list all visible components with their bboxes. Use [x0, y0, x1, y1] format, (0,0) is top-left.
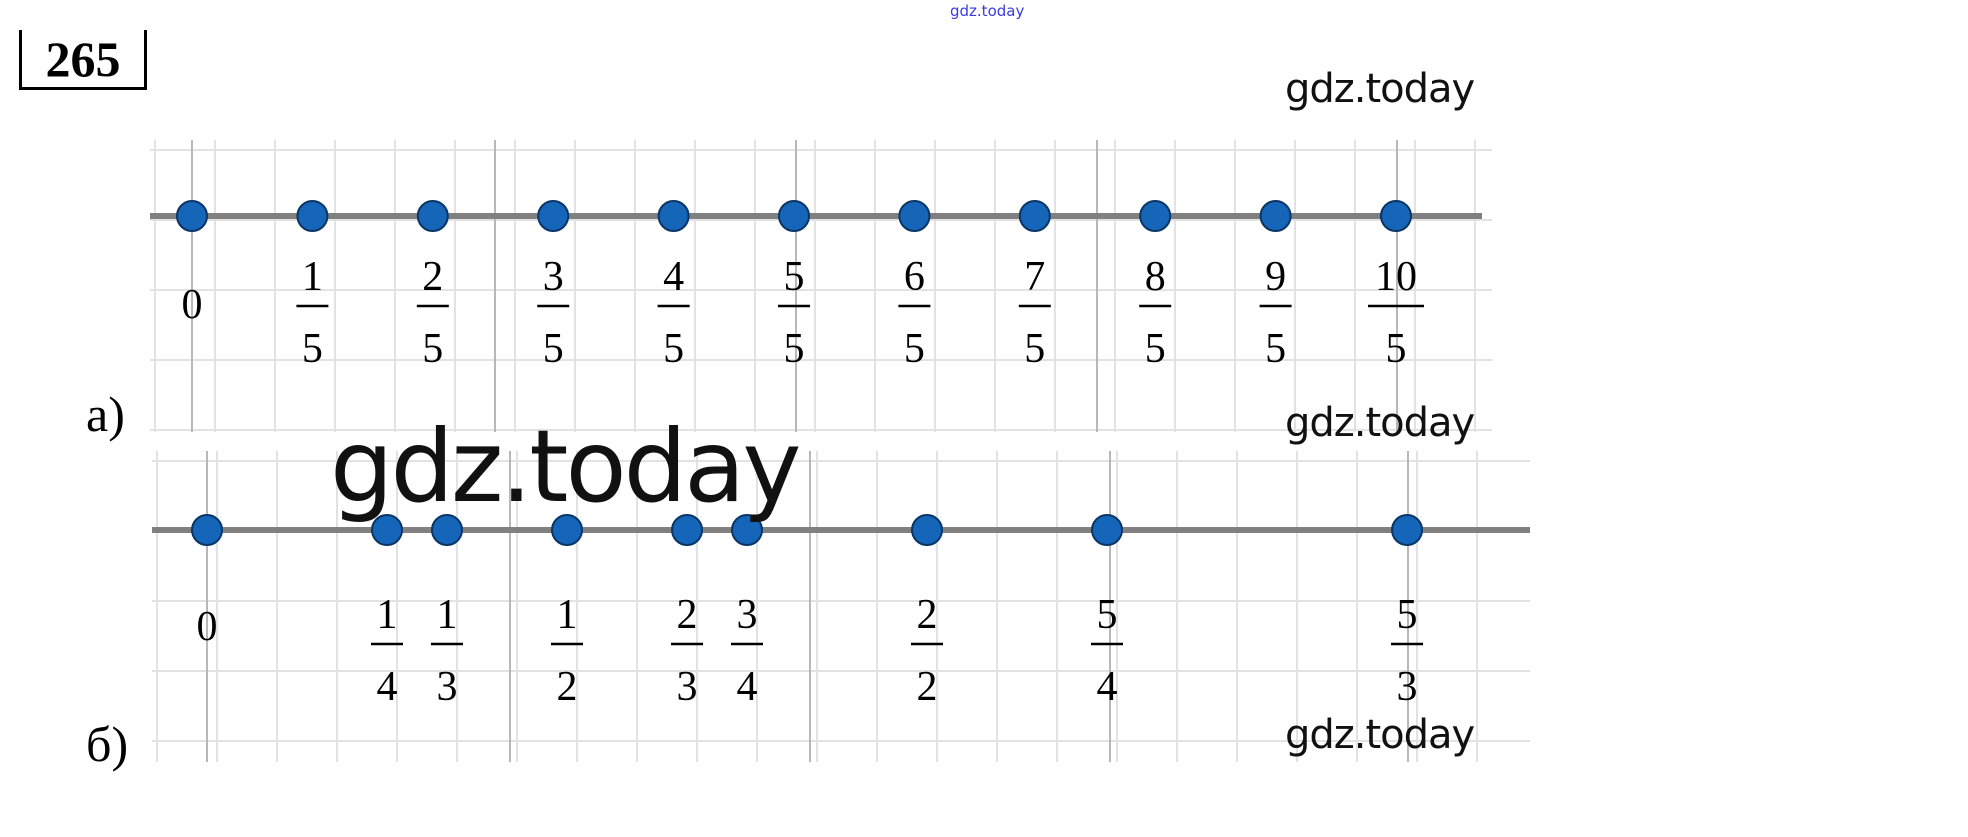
- fraction-numerator: 4: [663, 254, 684, 300]
- part-label-b: б): [86, 716, 129, 772]
- fraction-numerator: 3: [737, 592, 758, 638]
- fraction-denominator: 4: [377, 664, 398, 710]
- fraction-denominator: 5: [1265, 326, 1286, 372]
- fraction-numerator: 1: [436, 592, 457, 638]
- point-label: 0: [182, 282, 203, 328]
- fraction-denominator: 4: [1097, 664, 1118, 710]
- fraction-denominator: 3: [1397, 664, 1418, 710]
- fraction-numerator: 6: [904, 254, 925, 300]
- point: [176, 200, 208, 232]
- point: [416, 200, 449, 232]
- fraction-numerator: 2: [917, 592, 938, 638]
- exercise-number: 265: [19, 30, 147, 90]
- point: [430, 514, 463, 546]
- point: [778, 200, 810, 232]
- top-watermark: gdz.today: [950, 2, 1025, 20]
- point: [1091, 514, 1123, 546]
- point: [537, 200, 570, 232]
- watermark: gdz.today: [1285, 66, 1475, 112]
- fraction-denominator: 5: [1024, 326, 1045, 372]
- point: [657, 200, 690, 232]
- fraction-numerator: 5: [784, 254, 805, 300]
- fraction-numerator: 5: [1097, 592, 1118, 638]
- fraction-denominator: 4: [737, 664, 758, 710]
- point: [1018, 200, 1051, 232]
- fraction-denominator: 3: [436, 664, 457, 710]
- fraction-numerator: 2: [422, 254, 443, 300]
- fraction-numerator: 7: [1024, 254, 1045, 300]
- fraction-denominator: 5: [1145, 326, 1166, 372]
- fraction-numerator: 8: [1145, 254, 1166, 300]
- point: [1259, 200, 1292, 232]
- fraction-numerator: 2: [677, 592, 698, 638]
- fraction-denominator: 5: [663, 326, 684, 372]
- point: [1139, 200, 1172, 232]
- point: [371, 514, 403, 546]
- fraction-numerator: 10: [1375, 254, 1417, 300]
- watermark: gdz.today: [1285, 712, 1475, 758]
- fraction-denominator: 5: [1386, 326, 1407, 372]
- fraction-denominator: 5: [784, 326, 805, 372]
- point: [731, 514, 763, 546]
- point: [551, 514, 583, 546]
- fraction-denominator: 5: [302, 326, 323, 372]
- watermark: gdz.today: [1285, 400, 1475, 446]
- fraction-denominator: 3: [677, 664, 698, 710]
- point: [1391, 514, 1424, 546]
- fraction-numerator: 1: [557, 592, 578, 638]
- point: [911, 514, 943, 546]
- fraction-denominator: 5: [543, 326, 564, 372]
- fraction-numerator: 5: [1397, 592, 1418, 638]
- fraction-numerator: 1: [302, 254, 323, 300]
- part-label-a: а): [86, 386, 125, 442]
- point: [898, 200, 931, 232]
- fraction-denominator: 5: [422, 326, 443, 372]
- fraction-denominator: 2: [557, 664, 578, 710]
- fraction-numerator: 9: [1265, 254, 1286, 300]
- point: [1380, 200, 1412, 232]
- point: [671, 514, 704, 546]
- fraction-numerator: 1: [377, 592, 398, 638]
- point: [296, 200, 329, 232]
- watermark-large: gdz.today: [330, 408, 802, 525]
- fraction-denominator: 2: [917, 664, 938, 710]
- point: [191, 514, 223, 546]
- point-label: 0: [197, 604, 218, 650]
- fraction-denominator: 5: [904, 326, 925, 372]
- fraction-numerator: 3: [543, 254, 564, 300]
